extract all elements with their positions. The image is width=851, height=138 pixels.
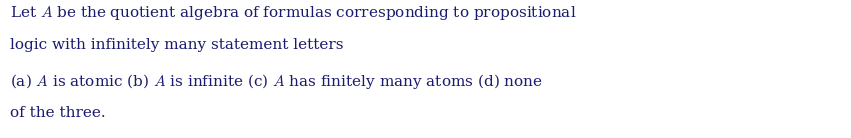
Text: (a) $A$ is atomic (b) $A$ is infinite (c) $A$ has finitely many atoms (d) none: (a) $A$ is atomic (b) $A$ is infinite (c… (10, 72, 543, 91)
Text: Let $A$ be the quotient algebra of formulas corresponding to propositional: Let $A$ be the quotient algebra of formu… (10, 4, 577, 22)
Text: of the three.: of the three. (10, 106, 106, 120)
Text: logic with infinitely many statement letters: logic with infinitely many statement let… (10, 38, 344, 52)
